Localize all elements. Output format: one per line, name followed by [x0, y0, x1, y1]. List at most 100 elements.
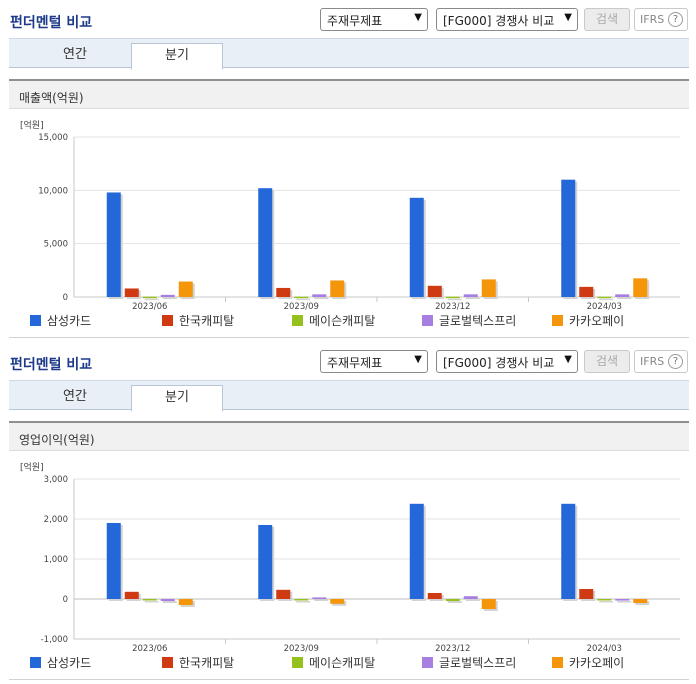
bar-shadow: [465, 598, 480, 601]
statement-select[interactable]: 주재무제표 ▼: [320, 350, 428, 373]
legend-label: 메이슨캐피탈: [309, 656, 376, 670]
tab-annual[interactable]: 연간: [63, 389, 87, 404]
bar-카카오페이: [178, 281, 193, 297]
statement-select-value: 주재무제표: [327, 356, 383, 370]
legend-item[interactable]: 메이슨캐피탈: [292, 654, 375, 671]
ifrs-label: IFRS: [640, 355, 665, 368]
legend-swatch: [552, 315, 563, 326]
bar-카카오페이: [178, 599, 193, 605]
peer-group-select-value: [FG000] 경쟁사 비교: [443, 356, 555, 370]
chevron-down-icon: ▼: [414, 12, 422, 23]
x-tick-label: 2023/06: [132, 644, 167, 654]
legend-item[interactable]: 삼성카드: [30, 654, 91, 671]
legend-item[interactable]: 메이슨캐피탈: [292, 312, 375, 329]
legend-item[interactable]: 카카오페이: [552, 654, 624, 671]
bar-shadow: [617, 296, 632, 299]
bar-shadow: [447, 601, 462, 603]
bar-한국캐피탈: [579, 286, 594, 297]
bar-메이슨캐피탈: [142, 296, 157, 299]
tab-annual[interactable]: 연간: [63, 47, 87, 62]
help-icon[interactable]: ?: [668, 354, 683, 369]
y-tick-label: 0: [63, 293, 68, 303]
y-tick-label: 1,000: [44, 555, 68, 565]
panel-title: 펀더멘털 비교: [10, 357, 93, 373]
bar-카카오페이: [633, 278, 648, 297]
operating-income-chart: 3,000 2,000 1,000 0 -1,000 2023/06 2023/09 2023…: [41, 475, 680, 654]
panel-header: 펀더멘털 비교 주재무제표 ▼ [FG000] 경쟁사 비교 ▼ 검색 IFRS…: [0, 0, 696, 38]
y-tick-label: -1,000: [41, 635, 68, 645]
tab-quarterly[interactable]: 분기: [131, 385, 223, 412]
legend-swatch: [552, 657, 563, 668]
bar-shadow: [465, 296, 480, 299]
legend-label: 메이슨캐피탈: [309, 314, 376, 328]
panel-header: 펀더멘털 비교 주재무제표 ▼ [FG000] 경쟁사 비교 ▼ 검색 IFRS…: [0, 342, 696, 380]
legend-item[interactable]: 글로벌텍스프리: [422, 312, 516, 329]
peer-group-select[interactable]: [FG000] 경쟁사 비교 ▼: [436, 8, 578, 31]
legend-swatch: [30, 315, 41, 326]
panel-title: 펀더멘털 비교: [10, 15, 93, 31]
bar-카카오페이: [481, 279, 496, 297]
bar-한국캐피탈: [124, 288, 139, 297]
bar-메이슨캐피탈: [294, 296, 309, 299]
legend-swatch: [292, 315, 303, 326]
bar-shadow: [162, 296, 177, 299]
bar-shadow: [599, 601, 614, 603]
bar-삼성카드: [106, 192, 121, 297]
chart-legend: 삼성카드 한국캐피탈 메이슨캐피탈 글로벌텍스프리 카카오페이: [30, 654, 690, 670]
bar-메이슨캐피탈: [597, 599, 612, 601]
bar-shadow: [447, 298, 462, 301]
legend-label: 글로벌텍스프리: [439, 656, 517, 670]
legend-item[interactable]: 카카오페이: [552, 312, 624, 329]
legend-swatch: [30, 657, 41, 668]
x-tick-label: 2024/03: [587, 644, 622, 654]
bar-글로벌텍스프리: [312, 597, 327, 599]
statement-select-value: 주재무제표: [327, 14, 383, 28]
revenue-chart: 15,000 10,000 5,000 0 2023/06 2023/09 2023/12 2…: [38, 133, 680, 312]
ifrs-button[interactable]: IFRS ?: [634, 350, 688, 373]
chevron-down-icon: ▼: [564, 12, 572, 23]
bar-메이슨캐피탈: [445, 296, 460, 299]
bar-shadow: [144, 298, 159, 301]
bar-글로벌텍스프리: [160, 599, 175, 601]
legend-swatch: [162, 657, 173, 668]
bar-삼성카드: [258, 188, 273, 297]
fundamental-panel-revenue: 펀더멘털 비교 주재무제표 ▼ [FG000] 경쟁사 비교 ▼ 검색 IFRS…: [0, 0, 696, 338]
bar-shadow: [314, 599, 329, 601]
y-axis-unit: [억원]: [20, 121, 44, 131]
ifrs-button[interactable]: IFRS ?: [634, 8, 688, 31]
legend-item[interactable]: 한국캐피탈: [162, 312, 234, 329]
peer-group-select[interactable]: [FG000] 경쟁사 비교 ▼: [436, 350, 578, 373]
tab-quarterly[interactable]: 분기: [131, 43, 223, 70]
legend-item[interactable]: 삼성카드: [30, 312, 91, 329]
chart-title: 영업이익(억원): [9, 421, 689, 451]
legend-item[interactable]: 글로벌텍스프리: [422, 654, 516, 671]
legend-label: 한국캐피탈: [179, 314, 235, 328]
legend-item[interactable]: 한국캐피탈: [162, 654, 234, 671]
bar-카카오페이: [330, 599, 345, 604]
y-axis-unit: [억원]: [20, 463, 44, 473]
bar-한국캐피탈: [276, 589, 291, 599]
bar-삼성카드: [258, 525, 273, 599]
legend-label: 한국캐피탈: [179, 656, 235, 670]
help-icon[interactable]: ?: [668, 12, 683, 27]
legend-label: 삼성카드: [47, 656, 92, 670]
chart-title: 매출액(억원): [9, 79, 689, 109]
search-button[interactable]: 검색: [584, 350, 630, 373]
bar-글로벌텍스프리: [160, 294, 175, 297]
search-button[interactable]: 검색: [584, 8, 630, 31]
bar-삼성카드: [106, 523, 121, 599]
y-tick-label: 3,000: [44, 475, 68, 485]
bar-한국캐피탈: [427, 285, 442, 297]
bar-글로벌텍스프리: [312, 294, 327, 297]
bar-메이슨캐피탈: [142, 599, 157, 601]
x-tick-label: 2023/09: [284, 302, 319, 312]
ifrs-label: IFRS: [640, 13, 665, 26]
divider: [9, 337, 689, 338]
legend-swatch: [162, 315, 173, 326]
bar-한국캐피탈: [276, 287, 291, 297]
legend-label: 카카오페이: [569, 656, 625, 670]
y-tick-label: 15,000: [38, 133, 68, 143]
legend-label: 카카오페이: [569, 314, 625, 328]
statement-select[interactable]: 주재무제표 ▼: [320, 8, 428, 31]
y-tick-label: 0: [63, 595, 68, 605]
